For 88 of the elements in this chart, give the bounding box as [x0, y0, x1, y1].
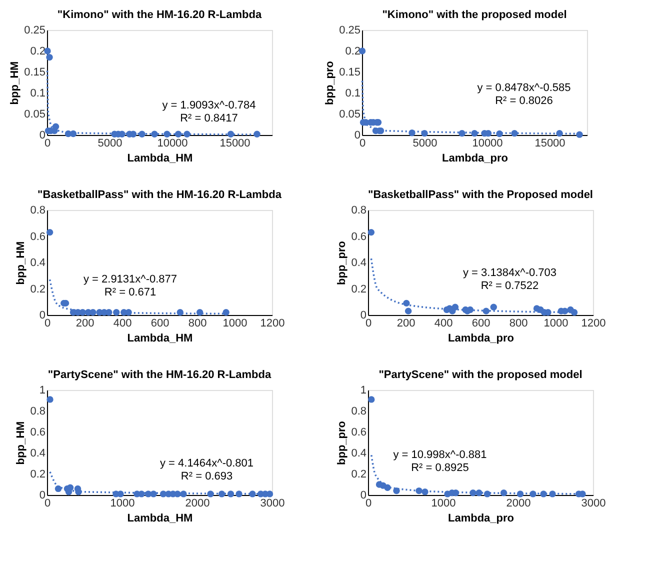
annotation: R² = 0.8417 — [180, 112, 238, 125]
y-tick-label: 0.6 — [30, 230, 46, 243]
annotation: y = 2.9131x^-0.877 — [83, 273, 178, 286]
chart-title: "PartyScene" with the HM-16.20 R-Lambda — [48, 369, 272, 381]
x-tick-label: 3000 — [260, 498, 285, 510]
x-tick-label: 1000 — [431, 498, 456, 510]
x-axis-title: Lambda_pro — [442, 152, 508, 164]
y-tick-label: 0.4 — [351, 448, 366, 460]
y-tick-label: 0.25 — [339, 24, 360, 36]
y-tick-label: 0.15 — [339, 66, 360, 78]
x-tick-label: 600 — [472, 318, 490, 330]
chart-title: "BasketballPass" with the Proposed model — [368, 189, 593, 201]
annotation: y = 4.1464x^-0.801 — [160, 458, 254, 470]
y-tick-label: 0.6 — [30, 426, 46, 438]
x-tick-label: 5000 — [98, 138, 122, 150]
x-tick-label: 2000 — [506, 498, 531, 510]
y-tick-label: 0.4 — [30, 257, 46, 269]
y-tick-label: 0.2 — [30, 46, 46, 58]
y-tick-label: 0.6 — [351, 230, 366, 243]
x-tick-label: 600 — [150, 318, 170, 330]
y-tick-label: 1 — [360, 384, 366, 396]
y-tick-label: 0.6 — [351, 426, 366, 438]
x-axis-title: Lambda_pro — [448, 512, 514, 524]
y-tick-label: 0.2 — [351, 468, 366, 480]
x-tick-label: 1200 — [581, 318, 606, 330]
y-tick-label: 0.1 — [345, 88, 360, 100]
y-tick-label: 0 — [39, 310, 46, 322]
y-tick-label: 0 — [360, 310, 366, 322]
annotation: R² = 0.693 — [180, 470, 233, 482]
y-tick-label: 0.15 — [24, 66, 46, 78]
y-tick-label: 0.2 — [30, 283, 46, 296]
x-tick-label: 5000 — [412, 138, 438, 150]
y-tick-label: 0.25 — [24, 24, 46, 36]
annotation: y = 10.998x^-0.881 — [393, 449, 487, 462]
y-tick-label: 0.8 — [351, 406, 366, 418]
annotation: R² = 0.8026 — [495, 94, 553, 107]
y-axis-title: bpp_pro — [324, 60, 336, 105]
y-axis-title: bpp_pro — [336, 240, 348, 285]
x-tick-label: 15000 — [534, 138, 566, 150]
x-axis-title: Lambda_pro — [448, 332, 514, 344]
y-axis-title: bpp_pro — [336, 420, 348, 465]
annotation: y = 3.1384x^-0.703 — [462, 267, 557, 279]
y-tick-label: 0 — [360, 490, 366, 502]
x-axis-title: Lambda_HM — [127, 512, 193, 524]
annotation: y = 0.8478x^-0.585 — [477, 82, 571, 94]
x-tick-label: 200 — [76, 318, 94, 330]
chart-title: "PartyScene" with the proposed model — [378, 369, 582, 381]
y-tick-label: 0.8 — [30, 204, 46, 216]
x-tick-label: 800 — [188, 318, 207, 330]
y-tick-label: 0.2 — [351, 283, 366, 296]
y-tick-label: 0.8 — [351, 204, 366, 216]
x-tick-label: 2000 — [185, 498, 210, 510]
y-tick-label: 0 — [39, 490, 46, 502]
x-tick-label: 200 — [396, 318, 416, 330]
y-axis-title: bpp_HM — [15, 421, 28, 465]
y-tick-label: 0.4 — [351, 257, 366, 269]
y-axis-title: bpp_HM — [15, 241, 28, 285]
annotation: y = 1.9093x^-0.784 — [162, 100, 256, 112]
y-tick-label: 1 — [39, 384, 46, 396]
x-tick-label: 10000 — [472, 138, 503, 150]
x-axis-title: Lambda_HM — [127, 332, 193, 344]
x-tick-label: 400 — [434, 318, 453, 330]
x-tick-label: 1000 — [544, 318, 568, 330]
chart-title: "Kimono" with the HM-16.20 R-Lambda — [57, 9, 262, 21]
x-tick-label: 15000 — [220, 138, 250, 150]
y-tick-label: 0 — [39, 130, 46, 142]
annotation: R² = 0.7522 — [480, 280, 539, 292]
x-tick-label: 1200 — [260, 318, 285, 330]
x-tick-label: 3000 — [581, 498, 606, 510]
y-tick-label: 0.2 — [345, 46, 360, 58]
x-tick-label: 1000 — [222, 318, 248, 330]
chart-title: "BasketballPass" with the HM-16.20 R-Lambda — [38, 189, 282, 201]
y-tick-label: 0.4 — [30, 448, 46, 460]
chart-title: "Kimono" with the proposed model — [382, 9, 567, 21]
y-tick-label: 0.1 — [30, 88, 46, 100]
annotation: R² = 0.8925 — [411, 462, 469, 474]
x-axis-title: Lambda_HM — [127, 152, 193, 164]
y-tick-label: 0 — [354, 130, 360, 142]
x-tick-label: 10000 — [157, 138, 188, 150]
x-tick-label: 800 — [509, 318, 528, 330]
annotation: R² = 0.671 — [104, 286, 156, 298]
y-tick-label: 0.05 — [24, 108, 46, 120]
y-axis-title: bpp_HM — [9, 61, 22, 105]
x-tick-label: 400 — [113, 318, 132, 330]
y-tick-label: 0.2 — [30, 468, 46, 480]
x-tick-label: 1000 — [110, 498, 135, 510]
y-tick-label: 0.8 — [30, 406, 46, 418]
y-tick-label: 0.05 — [339, 108, 360, 120]
